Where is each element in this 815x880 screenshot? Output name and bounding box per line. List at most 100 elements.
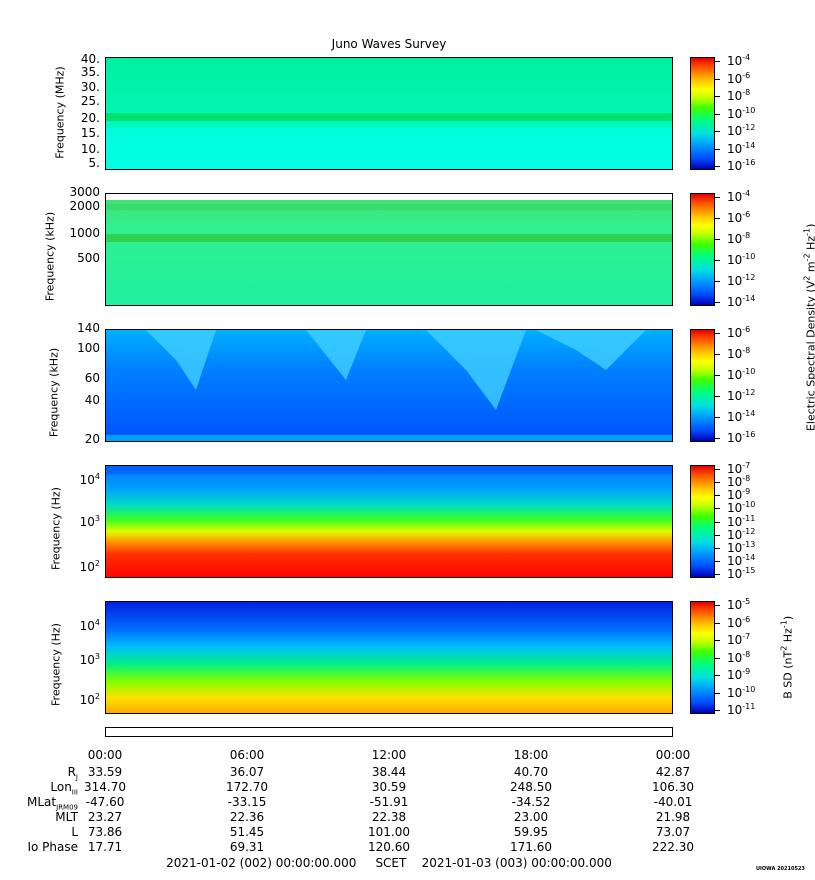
y-tick-1-3: 30. xyxy=(80,79,100,94)
colorbar-tickmark xyxy=(715,560,720,562)
colorbar-tick-3-5: 10-14 xyxy=(727,409,756,424)
colorbar-tick-4-8: 10-14 xyxy=(727,552,756,568)
y-tick-4-1: 104 xyxy=(79,471,100,487)
y-tick-5-1: 104 xyxy=(79,617,100,633)
ephemeris-value-2-3: 30.59 xyxy=(371,780,407,794)
colorbar-tick-3-6: 10-16 xyxy=(727,430,756,445)
colorbar-tickmark xyxy=(715,375,720,376)
colorbar-tick-1-5: 10-12 xyxy=(727,123,756,138)
band-20mhz xyxy=(106,113,672,121)
ephemeris-value-6-3: 120.60 xyxy=(368,840,410,854)
ephemeris-label-3: MLatJRM09 xyxy=(27,795,78,812)
ephemeris-value-4-2: 22.36 xyxy=(229,810,265,824)
colorbar-tickmark xyxy=(715,131,720,132)
colorbar-tick-3-4: 10-12 xyxy=(727,388,756,403)
ephemeris-value-2-5: 106.30 xyxy=(652,780,694,794)
ephemeris-value-5-3: 101.00 xyxy=(368,825,410,839)
ephemeris-value-5-5: 73.07 xyxy=(655,825,691,839)
colorbar-tick-4-1: 10-7 xyxy=(727,461,751,476)
colorbar-tickmark xyxy=(715,239,720,240)
colorbar-tick-1-6: 10-14 xyxy=(727,140,756,156)
y-tick-4-2: 103 xyxy=(79,513,100,529)
ephemeris-value-5-2: 51.45 xyxy=(229,825,265,839)
colorbar-tickmark xyxy=(715,78,720,80)
colorbar-tick-3-1: 10-6 xyxy=(727,325,751,340)
scet-footer: 2021-01-02 (002) 00:00:00.000 SCET 2021-… xyxy=(105,856,673,870)
colorbar-tickmark xyxy=(715,166,720,167)
colorbar-tick-2-5: 10-12 xyxy=(727,273,756,288)
spectrogram-4 xyxy=(106,466,672,577)
spectrogram-2 xyxy=(106,194,672,305)
footer-start: 2021-01-02 (002) 00:00:00.000 xyxy=(166,856,357,870)
ephemeris-value-2-1: 314.70 xyxy=(84,780,126,794)
colorbar-tick-3-3: 10-10 xyxy=(727,367,756,382)
colorbar-tickmark xyxy=(715,302,720,303)
ephemeris-value-6-1: 17.71 xyxy=(87,840,123,854)
colorbar-tickmark xyxy=(715,469,720,470)
ephemeris-value-4-1: 23.27 xyxy=(87,810,123,824)
colorbar-tickmark xyxy=(715,396,720,397)
colorbar-tickmark xyxy=(715,197,720,198)
y-tick-3-3: 60 xyxy=(84,370,100,385)
ephemeris-value-3-2: -33.15 xyxy=(227,795,267,809)
colorbar-tickmark xyxy=(715,148,720,150)
colorbar-label-electric: Electric Spectral Density (V2 m-2 Hz-1) xyxy=(802,224,815,432)
y-tick-1-4: 25. xyxy=(80,94,100,109)
colorbar-tick-5-5: 10-9 xyxy=(727,667,751,682)
colorbar-tickmark xyxy=(715,534,720,536)
colorbar-tick-2-3: 10-8 xyxy=(727,231,751,246)
colorbar-tick-4-4: 10-10 xyxy=(727,500,756,516)
y-tick-2-2: 2000 xyxy=(69,198,100,213)
ephemeris-value-2-4: 248.50 xyxy=(510,780,552,794)
ephemeris-value-1-2: 36.07 xyxy=(229,765,265,779)
uiowa-stamp: UIOWA 20210523 xyxy=(756,866,805,872)
y-tick-2-4: 500 xyxy=(77,250,100,265)
y-tick-3-2: 100 xyxy=(77,341,100,356)
ephemeris-value-6-4: 171.60 xyxy=(510,840,552,854)
y-tick-3-4: 40 xyxy=(84,393,100,408)
colorbar-tick-1-2: 10-6 xyxy=(727,70,751,86)
time-axis-bar xyxy=(105,727,673,737)
colorbar-tick-1-1: 10-4 xyxy=(727,53,751,68)
colorbar-4 xyxy=(690,465,715,578)
colorbar-tickmark xyxy=(715,622,720,624)
colorbar-tick-5-4: 10-8 xyxy=(727,649,751,665)
y-tick-1-6: 15. xyxy=(80,125,100,140)
ephemeris-value-1-5: 42.87 xyxy=(655,765,691,779)
colorbar-tick-4-5: 10-11 xyxy=(727,513,756,529)
ephemeris-value-1-3: 38.44 xyxy=(371,765,407,779)
ephemeris-value-5-4: 59.95 xyxy=(513,825,549,839)
ephemeris-value-1-1: 33.59 xyxy=(87,765,123,779)
colorbar-tick-1-4: 10-10 xyxy=(727,105,756,121)
y-tick-3-5: 20 xyxy=(84,431,100,446)
y-tick-1-2: 35. xyxy=(80,64,100,79)
ephemeris-label-1: RJ xyxy=(67,765,78,782)
colorbar-2 xyxy=(690,193,715,306)
spectrogram-3 xyxy=(106,330,672,441)
colorbar-tickmark xyxy=(715,675,720,676)
colorbar-tickmark xyxy=(715,692,720,694)
colorbar-tickmark xyxy=(715,640,720,641)
colorbar-tickmark xyxy=(715,281,720,282)
spectrogram-panel-5 xyxy=(105,601,673,714)
spectrogram-panel-2 xyxy=(105,193,673,306)
colorbar-tickmark xyxy=(715,521,720,523)
ephemeris-label-6: Io Phase xyxy=(27,840,78,854)
ephemeris-value-4-3: 22.38 xyxy=(371,810,407,824)
colorbar-tick-1-3: 10-8 xyxy=(727,88,751,103)
y-tick-3-1: 140 xyxy=(77,321,100,335)
colorbar-5 xyxy=(690,601,715,714)
colorbar-1 xyxy=(690,57,715,170)
colorbar-tick-2-4: 10-10 xyxy=(727,252,756,267)
colorbar-tick-4-7: 10-13 xyxy=(727,539,756,555)
ephemeris-value-4-4: 23.00 xyxy=(513,810,549,824)
band-1000khz xyxy=(106,234,672,242)
ephemeris-value-1-4: 40.70 xyxy=(513,765,549,779)
colorbar-tickmark xyxy=(715,417,720,418)
colorbar-tickmark xyxy=(715,657,720,659)
y-tick-5-3: 102 xyxy=(79,692,100,708)
y-tick-2-1: 3000 xyxy=(69,185,100,199)
ephemeris-label-4: MLT xyxy=(55,810,78,824)
ephemeris-value-5-1: 73.86 xyxy=(87,825,123,839)
colorbar-tickmark xyxy=(715,495,720,497)
